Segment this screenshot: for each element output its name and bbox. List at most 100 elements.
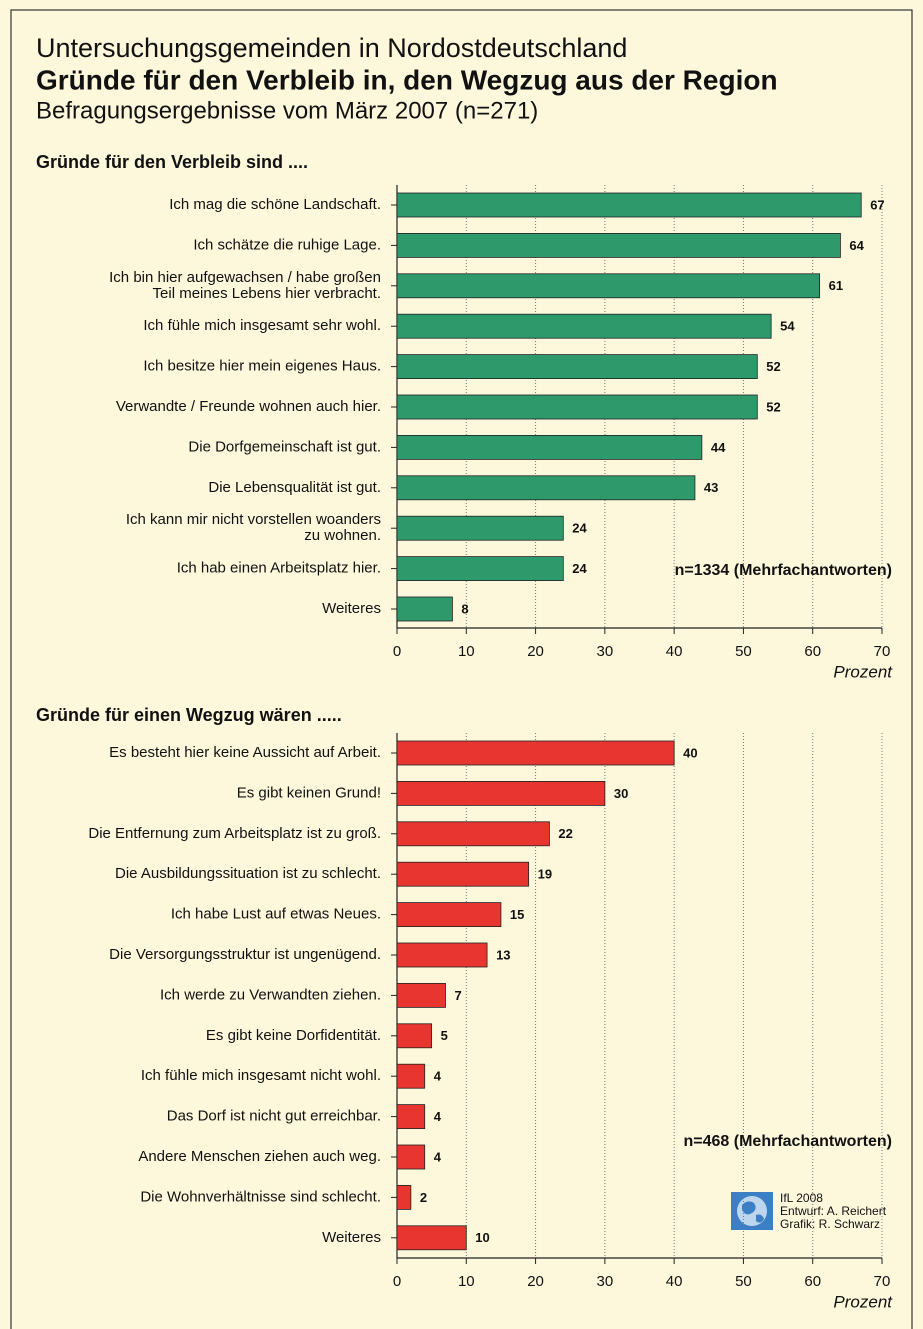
x-tick-label: 10 [458,1273,475,1290]
bar [396,861,530,887]
credit: Entwurf: A. Reichert [780,1204,887,1218]
credit: Grafik: R. Schwarz [780,1217,880,1231]
frame [10,9,913,1329]
x-tick-label: 50 [735,1273,752,1290]
value-label: 24 [572,561,587,576]
bar [396,740,675,766]
y-tick-label: Ich mag die schöne Landschaft. [169,196,381,213]
y-tick-label: Ich besitze hier mein eigenes Haus. [143,358,381,375]
value-label: 52 [766,359,780,374]
y-tick-label: Ich bin hier aufgewachsen / habe großen T… [109,269,381,302]
y-tick-label: Ich werde zu Verwandten ziehen. [160,986,381,1003]
section-title: Gründe für den Verbleib sind .... [36,152,308,172]
x-tick-label: 40 [666,1273,683,1290]
value-label: 13 [496,947,510,962]
title: Gründe für den Verbleib in, den Wegzug a… [36,64,778,95]
bar [396,273,821,299]
y-tick-label: Die Ausbildungssituation ist zu schlecht… [115,865,381,882]
x-tick-label: 70 [874,1273,891,1290]
bar [396,192,862,218]
y-tick-label: Die Dorfgemeinschaft ist gut. [188,438,381,455]
bar [396,1144,426,1170]
x-tick-label: 60 [804,643,821,660]
bar [396,1063,426,1089]
x-tick-label: 40 [666,643,683,660]
bar [396,596,453,622]
bar [396,354,758,380]
x-axis-label: Prozent [833,662,893,681]
bar [396,1104,426,1129]
bar [396,556,564,581]
value-label: 61 [829,278,843,293]
bar [396,983,446,1008]
bar [396,434,703,460]
bar [396,942,488,968]
section-title: Gründe für einen Wegzug wären ..... [36,705,342,725]
y-tick-label: Es besteht hier keine Aussicht auf Arbei… [109,744,381,761]
x-tick-label: 60 [804,1273,821,1290]
x-tick-label: 30 [597,1273,614,1290]
bar [396,902,502,927]
value-label: 52 [766,399,780,414]
value-label: 30 [614,786,628,801]
value-label: 24 [572,521,587,536]
value-label: 10 [475,1230,489,1245]
y-tick-label: Die Versorgungsstruktur ist ungenügend. [109,946,381,963]
value-label: 2 [420,1190,427,1205]
value-label: 4 [434,1069,442,1084]
value-label: 19 [538,867,552,882]
supertitle: Untersuchungsgemeinden in Nordostdeutsch… [36,33,627,63]
x-tick-label: 30 [597,643,614,660]
y-tick-label: Das Dorf ist nicht gut erreichbar. [167,1108,381,1125]
y-tick-label: Es gibt keine Dorfidentität. [206,1027,381,1044]
x-tick-label: 0 [393,643,401,660]
logo [731,1192,773,1230]
y-tick-label: Ich fühle mich insgesamt sehr wohl. [143,317,381,334]
value-label: 4 [434,1149,442,1164]
y-tick-label: Ich fühle mich insgesamt nicht wohl. [141,1067,381,1084]
y-tick-label: Ich habe Lust auf etwas Neues. [171,906,381,923]
x-tick-label: 70 [874,643,891,660]
bar [396,1023,433,1049]
value-label: 4 [434,1109,442,1124]
y-tick-label: Weiteres [322,600,381,617]
value-label: 44 [711,440,726,455]
y-tick-label: Ich schätze die ruhige Lage. [193,236,381,253]
value-label: 22 [558,826,572,841]
value-label: 67 [870,197,884,212]
bar [396,313,772,339]
y-tick-label: Ich hab einen Arbeitsplatz hier. [177,560,381,577]
bar [396,781,606,806]
value-label: 40 [683,745,697,760]
x-tick-label: 0 [393,1273,401,1290]
x-tick-label: 20 [527,643,544,660]
credit: IfL 2008 [780,1191,823,1205]
x-tick-label: 10 [458,643,475,660]
bar [396,394,758,420]
bar [396,515,564,541]
bar [396,232,841,258]
value-label: 64 [849,238,864,253]
y-tick-label: Die Wohnverhältnisse sind schlecht. [140,1188,381,1205]
subtitle: Befragungsergebnisse vom März 2007 (n=27… [36,97,538,124]
value-label: 7 [455,988,462,1003]
value-label: 15 [510,907,524,922]
annotation: n=1334 (Mehrfachantworten) [675,562,892,579]
y-tick-label: Die Entfernung zum Arbeitsplatz ist zu g… [88,825,381,842]
y-tick-label: Die Lebensqualität ist gut. [208,479,381,496]
x-tick-label: 50 [735,643,752,660]
bar [396,475,696,501]
x-tick-label: 20 [527,1273,544,1290]
x-axis-label: Prozent [833,1292,893,1311]
y-tick-label: Ich kann mir nicht vorstellen woanders zu… [126,511,381,544]
value-label: 54 [780,319,795,334]
bar [396,821,550,847]
value-label: 5 [441,1028,448,1043]
value-label: 43 [704,480,718,495]
value-label: 8 [461,601,468,616]
y-tick-label: Verwandte / Freunde wohnen auch hier. [116,398,381,415]
bar [396,1185,412,1210]
y-tick-label: Andere Menschen ziehen auch weg. [138,1148,381,1165]
